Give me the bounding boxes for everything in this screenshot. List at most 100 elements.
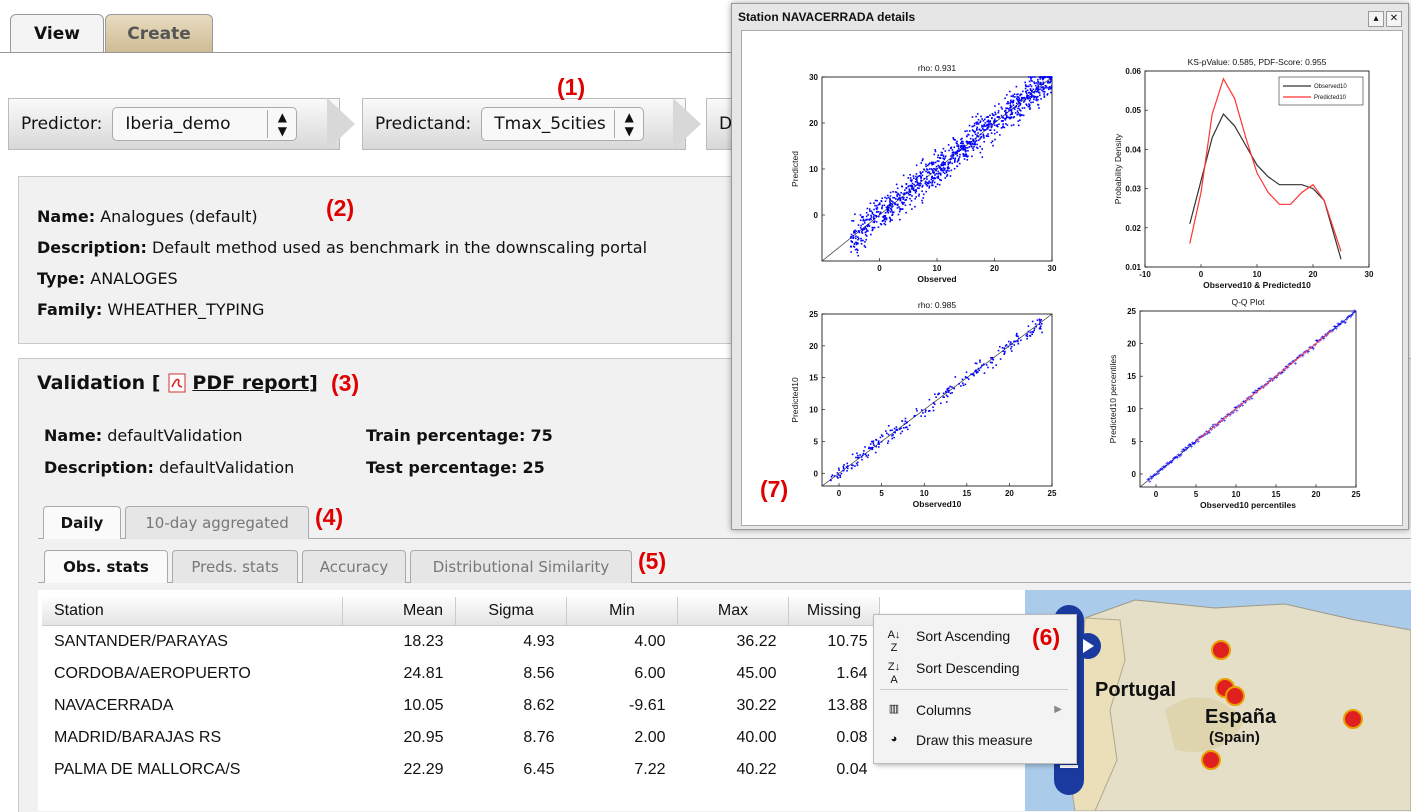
station-marker[interactable] [1201, 750, 1221, 770]
table-row[interactable]: CORDOBA/AEROPUERTO 24.81 8.56 6.00 45.00 1.64 [42, 658, 880, 690]
col-missing[interactable]: Missing [788, 597, 880, 626]
data-point [950, 155, 952, 157]
data-point [1016, 110, 1019, 112]
data-point [921, 174, 924, 177]
data-point [949, 385, 951, 388]
data-point [947, 167, 949, 170]
data-point [928, 186, 931, 189]
menu-columns[interactable]: ▥ Columns ▶ [874, 695, 1076, 725]
data-point [947, 391, 950, 393]
tab-10day[interactable]: 10-day aggregated [125, 506, 309, 539]
menu-sort-descending[interactable]: Z↓ A Sort Descending [874, 653, 1076, 686]
qq-point: + [1177, 454, 1181, 460]
col-sigma[interactable]: Sigma [455, 597, 567, 626]
qq-point: + [1332, 325, 1336, 331]
cell-station: SANTANDER/PARAYAS [54, 633, 228, 650]
data-point [1028, 96, 1031, 99]
col-station[interactable]: Station [42, 597, 343, 626]
tab-obs-stats[interactable]: Obs. stats [44, 550, 168, 583]
data-point [958, 382, 960, 385]
zoom-out-icon[interactable] [1060, 765, 1078, 768]
tab-distributional-similarity[interactable]: Distributional Similarity [410, 550, 632, 583]
data-point [927, 182, 930, 185]
data-point [957, 159, 960, 161]
table-row[interactable]: SANTANDER/PARAYAS 18.23 4.93 4.00 36.22 10.75 [42, 626, 880, 659]
data-point [913, 183, 915, 186]
menu-sort-ascending[interactable]: A↓ Z Sort Ascending [874, 621, 1076, 654]
data-point [921, 190, 923, 193]
predictand-dropdown[interactable]: Tmax_5cities ▲ ▼ [481, 107, 645, 141]
data-point [877, 203, 880, 206]
data-point [926, 168, 929, 171]
data-point [900, 185, 903, 188]
data-point [904, 417, 907, 420]
legend-label: Observed10 [1314, 84, 1347, 90]
data-point [1039, 88, 1041, 91]
method-info: Name: Analogues (default) Description: D… [37, 201, 647, 325]
data-point [1041, 86, 1043, 89]
station-marker[interactable] [1343, 709, 1363, 729]
data-point [864, 453, 867, 455]
data-point [951, 149, 954, 151]
data-point [1004, 97, 1006, 100]
qq-point: + [1319, 338, 1323, 344]
data-point [932, 179, 934, 182]
data-point [891, 437, 893, 440]
tab-create-label: Create [127, 24, 191, 44]
col-min[interactable]: Min [566, 597, 678, 626]
data-point [933, 153, 936, 156]
qq-point: + [1240, 402, 1244, 408]
qq-point: + [1314, 343, 1318, 349]
data-point [916, 177, 918, 179]
data-point [1012, 99, 1015, 102]
pan-right-icon[interactable] [1074, 632, 1102, 660]
data-point [962, 149, 964, 151]
maximize-icon[interactable]: ▴ [1368, 11, 1384, 27]
data-point [872, 440, 874, 443]
tab-daily[interactable]: Daily [43, 506, 121, 539]
tab-create[interactable]: Create [105, 14, 213, 53]
qq-point: + [1262, 385, 1266, 391]
data-point [881, 206, 883, 209]
predictor-dropdown[interactable]: Iberia_demo ▲ ▼ [112, 107, 298, 141]
data-point [877, 215, 880, 218]
data-point [904, 420, 907, 423]
station-marker[interactable] [1225, 686, 1245, 706]
qq-point: + [1306, 350, 1310, 356]
col-max[interactable]: Max [677, 597, 789, 626]
data-point [952, 157, 954, 160]
qq-point: + [1322, 337, 1326, 343]
tab-accuracy[interactable]: Accuracy [302, 550, 406, 583]
data-point [946, 169, 949, 172]
qq-point: + [1274, 374, 1278, 380]
data-point [1013, 107, 1015, 109]
qq-point: + [1349, 315, 1353, 321]
qq-point: + [1194, 441, 1198, 447]
data-point [925, 170, 927, 173]
data-point [971, 129, 974, 131]
tab-preds-stats[interactable]: Preds. stats [172, 550, 298, 583]
data-point [865, 455, 868, 457]
station-marker[interactable] [1211, 640, 1231, 660]
station-map[interactable]: Portugal España (Spain) [1025, 590, 1411, 811]
table-row[interactable]: PALMA DE MALLORCA/S 22.29 6.45 7.22 40.22 0.0… [42, 754, 880, 786]
data-point [1030, 101, 1032, 104]
data-point [889, 199, 892, 201]
cell-station: CORDOBA/AEROPUERTO [54, 665, 251, 682]
close-icon[interactable]: ✕ [1386, 11, 1402, 27]
data-point [940, 173, 942, 176]
pdf-report-link[interactable]: PDF report [192, 372, 310, 394]
data-point [975, 121, 978, 124]
data-point [1038, 92, 1041, 94]
table-row[interactable]: MADRID/BARAJAS RS 20.95 8.76 2.00 40.00 0.08 [42, 722, 880, 754]
tab-view[interactable]: View [10, 14, 104, 53]
col-mean[interactable]: Mean [342, 597, 456, 626]
train-value: 75 [530, 426, 553, 445]
data-point [1029, 83, 1032, 86]
menu-draw-measure[interactable]: ◕ Draw this measure [874, 725, 1076, 755]
qq-point: + [1269, 379, 1273, 385]
table-row[interactable]: NAVACERRADA 10.05 8.62 -9.61 30.22 13.88 [42, 690, 880, 722]
data-point [895, 426, 898, 428]
data-point [976, 129, 978, 131]
data-point [1014, 96, 1016, 98]
